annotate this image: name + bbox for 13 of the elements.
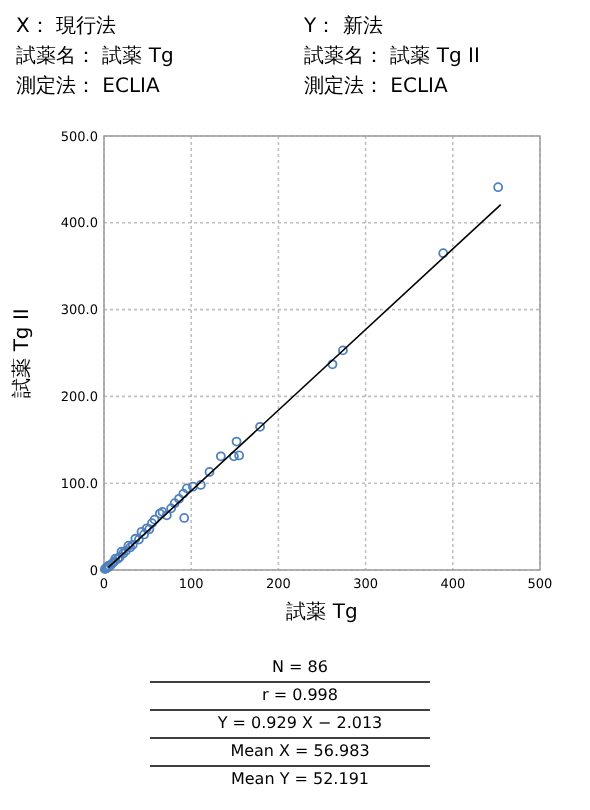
text: 試薬名： 試薬 Tg II: [304, 44, 480, 68]
text: Y： 新法: [302, 14, 383, 38]
x-axis-title: 試薬 Tg: [286, 600, 358, 624]
text: 測定法： ECLIA: [304, 74, 448, 98]
text: Mean Y = 52.191: [230, 770, 370, 788]
text: X： 現行法: [16, 14, 117, 38]
text: Y = 0.929 X − 2.013: [215, 714, 383, 732]
text: N = 86: [272, 658, 328, 676]
text: 測定法： ECLIA: [16, 74, 160, 98]
text: r = 0.998: [262, 686, 338, 704]
text: Mean X = 56.983: [230, 742, 370, 760]
y-axis-title: 試薬 Tg II: [10, 308, 34, 398]
text: 試薬名： 試薬 Tg: [16, 44, 174, 68]
